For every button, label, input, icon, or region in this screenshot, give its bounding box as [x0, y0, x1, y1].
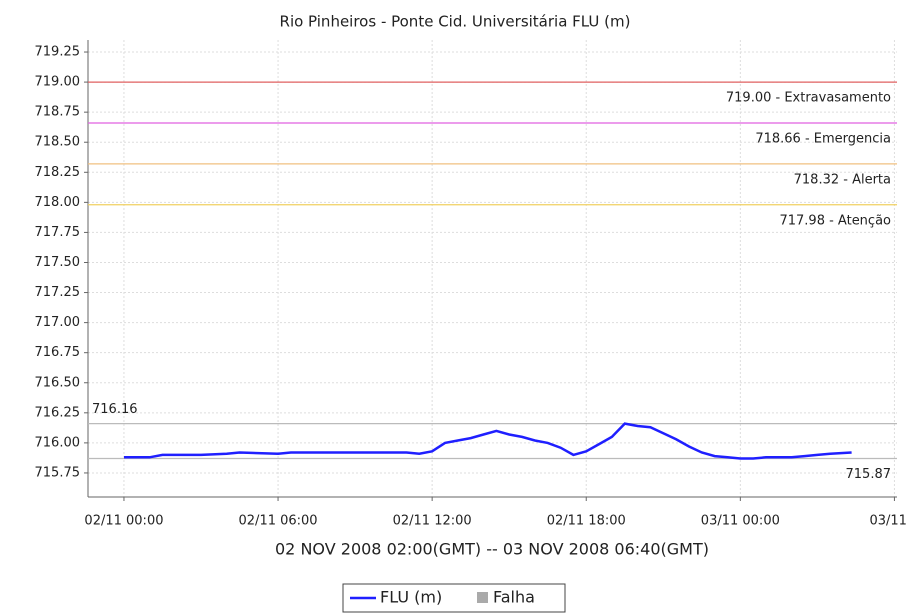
x-tick-label: 03/11 00:00 — [701, 514, 780, 529]
legend-label: FLU (m) — [380, 588, 442, 607]
reference-label: 718.32 - Alerta — [794, 172, 891, 187]
reference-label: 719.00 - Extravasamento — [726, 91, 891, 106]
y-tick-label: 716.25 — [35, 405, 81, 420]
y-tick-label: 717.25 — [35, 285, 81, 300]
y-tick-label: 715.75 — [35, 465, 81, 480]
legend-swatch — [477, 592, 488, 603]
y-tick-label: 717.50 — [35, 255, 81, 270]
series-line — [124, 422, 852, 460]
y-tick-label: 717.00 — [35, 315, 81, 330]
y-tick-label: 718.50 — [35, 135, 81, 150]
x-tick-label: 02/11 00:00 — [84, 514, 163, 529]
y-tick-label: 717.75 — [35, 225, 81, 240]
x-tick-label: 02/11 18:00 — [547, 514, 626, 529]
x-axis-label: 02 NOV 2008 02:00(GMT) -- 03 NOV 2008 06… — [275, 540, 709, 559]
legend-label: Falha — [493, 588, 535, 607]
y-tick-label: 718.75 — [35, 105, 81, 120]
y-tick-label: 718.00 — [35, 195, 81, 210]
chart-title: Rio Pinheiros - Ponte Cid. Universitária… — [280, 13, 631, 31]
x-tick-label: 03/11 0 — [869, 514, 910, 529]
y-tick-label: 719.00 — [35, 75, 81, 90]
x-tick-label: 02/11 12:00 — [393, 514, 472, 529]
reference-label: 718.66 - Emergencia — [755, 131, 891, 146]
reference-label: 717.98 - Atenção — [779, 213, 891, 228]
reference-label: 716.16 — [92, 402, 138, 417]
y-tick-label: 719.25 — [35, 45, 81, 60]
x-tick-label: 02/11 06:00 — [239, 514, 318, 529]
y-tick-label: 716.50 — [35, 375, 81, 390]
y-tick-label: 716.00 — [35, 435, 81, 450]
legend-box — [342, 583, 566, 613]
y-tick-label: 716.75 — [35, 345, 81, 360]
reference-label: 715.87 — [846, 467, 892, 482]
y-tick-label: 718.25 — [35, 165, 81, 180]
